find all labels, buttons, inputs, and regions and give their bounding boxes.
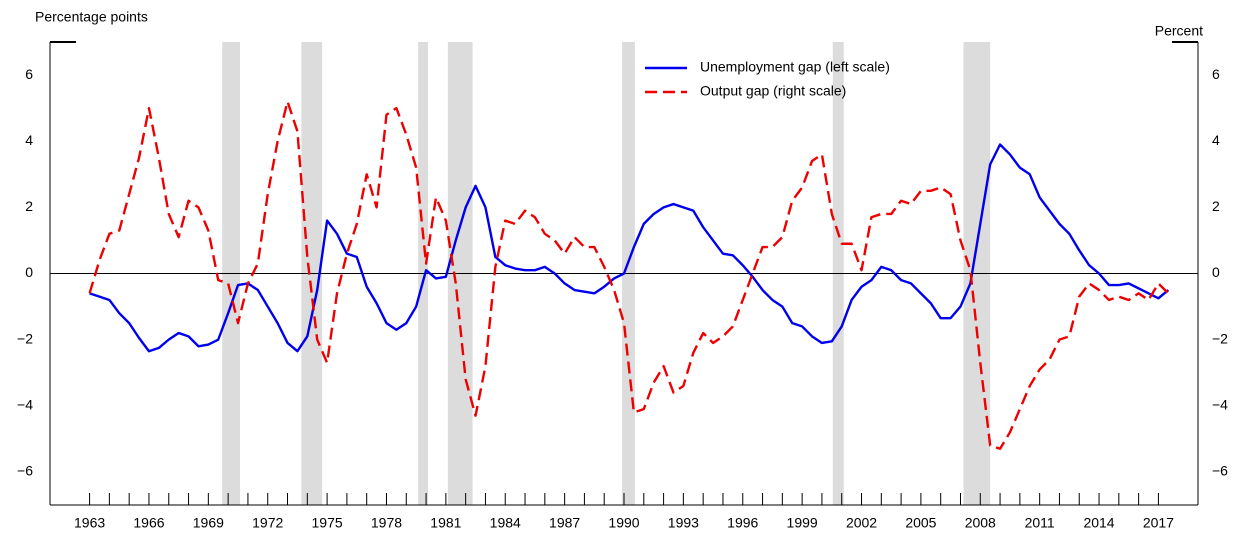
y-tick-label: 2 (25, 198, 33, 214)
x-tick-label: 1990 (608, 515, 639, 531)
plot-layer: −6 −4 −2 0 2 4 6 −6 −4 −2 0 2 4 6 1963 1966 1969 1972 1975… (17, 41, 1228, 531)
y-tick-label: −4 (17, 396, 33, 412)
x-tick-label: 1993 (668, 515, 699, 531)
y2-tick-label: −4 (1212, 396, 1228, 412)
y-tick-label: 6 (25, 66, 33, 82)
x-tick-label: 1972 (252, 515, 283, 531)
x-tick-label: 2011 (1025, 515, 1055, 531)
y2-tick-label: 6 (1212, 66, 1220, 82)
x-tick-label: 2005 (905, 515, 936, 531)
x-tick-label: 1963 (74, 515, 105, 531)
x-tick-label: 1984 (490, 515, 521, 531)
y2-tick-label: 2 (1212, 198, 1220, 214)
x-tick-label: 1999 (787, 515, 818, 531)
y2-tick-label: 4 (1212, 132, 1220, 148)
x-tick-label: 1981 (430, 515, 461, 531)
x-tick-label: 2008 (965, 515, 996, 531)
x-tick-label: 1996 (727, 515, 758, 531)
y2-tick-label: −6 (1212, 463, 1228, 479)
x-tick-label: 2017 (1143, 515, 1174, 531)
right-axis-label: Percent (1155, 23, 1203, 39)
series-line (88, 100, 1170, 450)
x-tick-label: 1966 (133, 515, 164, 531)
x-tick-label: 1975 (312, 515, 343, 531)
y-tick-label: 4 (25, 132, 33, 148)
x-tick-label: 1969 (193, 515, 224, 531)
y-tick-label: 0 (25, 264, 33, 280)
left-axis-label: Percentage points (35, 9, 148, 25)
y2-tick-label: −2 (1212, 330, 1228, 346)
x-tick-label: 1987 (549, 515, 580, 531)
y-tick-label: −2 (17, 330, 33, 346)
x-tick-label: 2014 (1083, 515, 1114, 531)
legend-label: Output gap (right scale) (700, 83, 846, 99)
legend-label: Unemployment gap (left scale) (700, 59, 890, 75)
x-tick-label: 2002 (846, 515, 877, 531)
series-line (89, 143, 1170, 353)
y-tick-label: −6 (17, 463, 33, 479)
y2-tick-label: 0 (1212, 264, 1220, 280)
x-tick-label: 1978 (371, 515, 402, 531)
